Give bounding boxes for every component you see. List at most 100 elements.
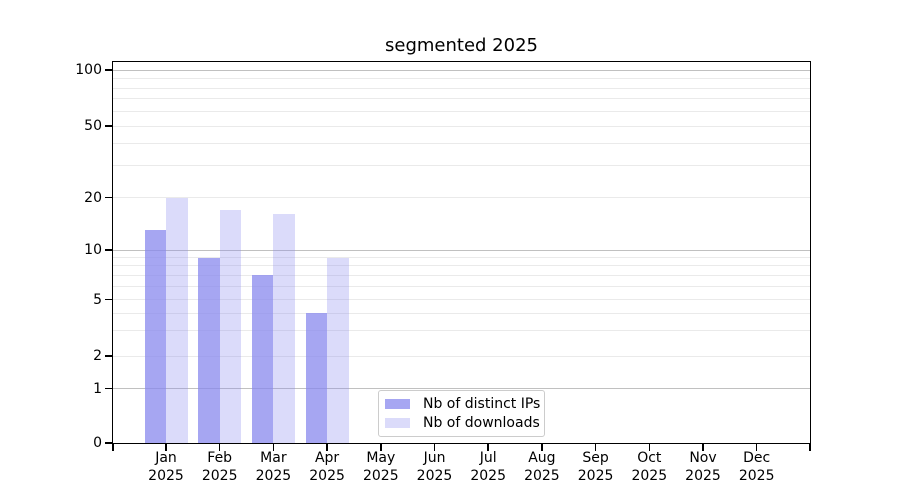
x-tick-label-jun: Jun 2025 [408,450,462,485]
gridline-major-10 [113,249,810,251]
x-label-month: Aug [528,450,556,466]
bar-downloads-feb [219,209,242,443]
y-tick-label-50: 50 [84,118,102,134]
x-label-year: 2025 [309,467,345,484]
y-tick-label-2: 2 [93,348,102,364]
x-tick-aug [541,444,543,451]
x-label-month: Nov [689,450,717,466]
legend-item-ips: Nb of distinct IPs [385,395,544,414]
y-tick-label-10: 10 [84,242,102,258]
x-label-month: Apr [314,450,340,466]
x-tick-sep [594,444,597,451]
gridline-minor-8 [113,265,810,267]
gridline-minor-4 [113,312,810,314]
gridline-minor-60 [113,110,810,112]
y-tick-2 [105,355,112,357]
gridline-minor-7 [113,274,810,276]
x-label-month: Jan [155,450,177,466]
x-tick-jun [433,444,436,451]
gridline-minor-2 [113,355,810,357]
x-label-year: 2025 [685,467,721,484]
y-tick-10 [105,249,112,251]
bar-ips-mar [251,275,274,443]
y-tick-100 [105,69,112,71]
y-tick-50 [105,125,112,127]
x-tick-label-oct: Oct 2025 [622,450,676,485]
y-tick-label-1: 1 [93,380,102,397]
y-tick-1 [105,387,112,390]
chart-title: segmented 2025 [385,35,538,56]
gridline-minor-80 [113,87,810,89]
x-tick-may [380,444,382,451]
x-tick-label-feb: Feb 2025 [193,450,247,485]
bar-downloads-mar [273,214,295,443]
x-label-month: Oct [637,450,662,466]
x-label-year: 2025 [738,467,775,484]
x-tick-dec [755,444,758,451]
x-label-year: 2025 [524,467,560,484]
gridline-minor-30 [113,165,810,167]
gridline-minor-9 [113,257,810,259]
legend-label: Nb of downloads [423,415,540,431]
x-tick-label-jul: Jul 2025 [461,450,515,485]
gridline-minor-50 [113,125,810,127]
x-tick-nov [702,444,704,451]
x-label-year: 2025 [631,467,668,484]
x-tick-mar [272,444,275,451]
gridline-minor-6 [113,285,810,287]
gridline-minor-3 [113,330,810,332]
x-label-month: Dec [743,450,771,466]
legend-swatch-ips [385,399,410,409]
legend-label: Nb of distinct IPs [423,396,541,412]
gridline-major-100 [113,69,810,71]
gridline-minor-90 [113,78,810,79]
y-tick-label-20: 20 [84,189,102,206]
x-label-month: Feb [207,450,233,466]
y-tick-label-5: 5 [93,291,102,308]
x-tick-label-aug: Aug 2025 [515,450,569,485]
x-tick-label-jan: Jan 2025 [139,450,193,485]
gridline-minor-40 [113,142,810,144]
legend-swatch-downloads [385,418,410,428]
x-tick-feb [218,444,221,451]
x-label-year: 2025 [416,467,453,484]
y-tick-5 [105,298,112,301]
bar-downloads-jan [166,197,188,443]
gridline-minor-20 [113,197,810,198]
y-tick-0 [105,442,112,444]
plot-area [112,61,811,444]
x-tick-label-sep: Sep 2025 [569,450,623,485]
x-tick-label-nov: Nov 2025 [676,450,730,485]
x-tick-label-mar: Mar 2025 [246,450,300,485]
bar-ips-feb [198,257,220,443]
x-label-month: Jun [423,450,446,466]
bar-downloads-apr [327,257,349,443]
legend-item-downloads: Nb of downloads [385,414,544,433]
y-tick-label-0: 0 [93,435,102,451]
x-label-year: 2025 [201,467,238,484]
x-tick-edge-0 [112,444,114,451]
x-label-year: 2025 [470,467,506,484]
x-tick-jul [487,444,489,451]
gridline-major-1 [113,388,810,389]
bar-ips-jan [144,230,166,443]
x-label-month: Jul [479,450,497,466]
y-tick-20 [105,196,112,199]
x-label-year: 2025 [148,467,184,484]
x-label-year: 2025 [255,467,292,484]
x-tick-apr [326,444,328,451]
x-label-month: Sep [582,450,609,466]
gridline-minor-5 [113,299,810,300]
x-label-month: May [366,450,396,466]
gridline-minor-70 [113,98,810,100]
x-label-year: 2025 [577,467,614,484]
y-tick-label-100: 100 [75,62,102,78]
x-tick-label-may: May 2025 [354,450,408,485]
bar-ips-apr [305,313,328,443]
x-tick-edge-1 [809,444,811,451]
x-tick-label-dec: Dec 2025 [730,450,784,485]
x-tick-jan [165,444,167,451]
legend: Nb of distinct IPs Nb of downloads [378,390,545,437]
x-tick-label-apr: Apr 2025 [300,450,354,485]
